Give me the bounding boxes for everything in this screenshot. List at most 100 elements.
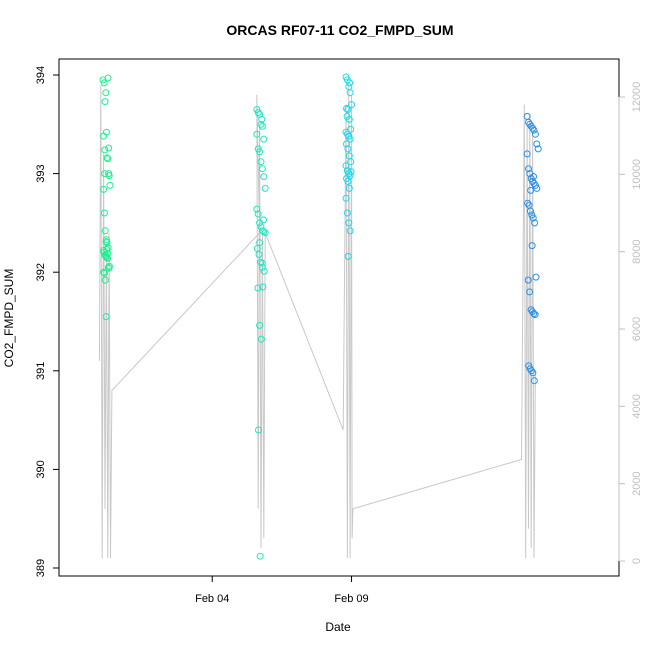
data-point-rf09 [348, 101, 355, 109]
gray-trace-line [98, 84, 536, 559]
data-point-rf10-11 [531, 219, 539, 227]
data-point-rf07 [102, 313, 110, 321]
data-point-rf07 [105, 262, 113, 270]
data-point-rf09 [344, 106, 352, 113]
right-tick-label: 6000 [631, 317, 643, 341]
data-point-rf10-11 [524, 199, 532, 207]
data-point-rf07 [100, 185, 108, 193]
data-point-rf09 [343, 105, 350, 112]
data-point-rf07 [103, 246, 111, 253]
data-point-rf10-11 [531, 311, 539, 319]
data-point-rf08 [258, 165, 266, 173]
data-point-rf08 [257, 120, 265, 128]
data-point-rf08 [257, 335, 265, 343]
data-point-rf10-11 [530, 126, 538, 134]
data-point-rf08 [260, 135, 268, 143]
data-point-rf07 [100, 209, 108, 217]
data-point-rf10-11 [531, 130, 539, 138]
data-point-rf10-11 [529, 214, 537, 222]
data-point-rf09 [346, 227, 354, 235]
data-point-rf07 [100, 268, 108, 276]
data-point-rf09 [344, 178, 352, 185]
data-point-rf10-11 [524, 276, 532, 284]
data-point-rf09 [346, 135, 354, 143]
data-point-rf08 [260, 228, 268, 236]
data-point-rf10-11 [526, 288, 534, 296]
x-axis-label: Date [325, 620, 351, 634]
data-point-rf08 [258, 263, 266, 271]
left-y-axis: 389 390 391 392 393 394 [35, 66, 60, 577]
data-point-rf08 [259, 283, 267, 291]
data-point-rf10-11 [525, 165, 532, 173]
data-point-rf09 [345, 219, 353, 227]
data-point-rf08 [255, 251, 263, 258]
data-point-rf07 [101, 170, 109, 178]
x-tick-label: Feb 09 [334, 593, 368, 605]
data-point-rf10-11 [533, 184, 541, 192]
data-point-rf08 [256, 148, 264, 156]
data-point-rf07 [106, 181, 114, 189]
data-point-rf08 [261, 184, 269, 192]
data-point-rf08 [260, 216, 267, 224]
data-point-rf08 [258, 115, 266, 123]
right-tick-label: 10000 [631, 159, 643, 190]
data-point-rf07 [104, 155, 112, 163]
x-tick-label: Feb 04 [195, 593, 229, 605]
data-point-rf09 [343, 140, 350, 148]
data-point-rf07 [104, 74, 112, 82]
data-point-rf07 [101, 276, 109, 284]
data-point-rf08 [258, 259, 266, 267]
left-tick-label: 390 [35, 460, 47, 478]
data-point-rf09 [345, 184, 353, 192]
data-point-rf07 [104, 250, 112, 257]
data-point-rf09 [343, 209, 351, 217]
data-point-rf07 [101, 146, 109, 154]
data-point-rf07 [103, 239, 111, 247]
right-tick-label: 4000 [631, 394, 643, 418]
data-point-rf08 [257, 158, 265, 166]
data-point-rf09 [344, 252, 352, 260]
right-y-axis: 0 2000 4000 6000 8000 10000 12000 [618, 82, 643, 564]
gray-trace-layer [98, 84, 536, 559]
data-point-rf07 [100, 269, 108, 277]
data-point-rf07 [100, 132, 108, 140]
data-point-rf10-11 [523, 150, 531, 158]
data-point-rf08 [257, 258, 265, 266]
data-point-rf07 [104, 263, 112, 271]
data-point-rf07 [103, 253, 111, 261]
right-tick-label: 2000 [631, 471, 643, 495]
data-point-rf07 [103, 154, 111, 162]
left-tick-label: 393 [35, 164, 47, 182]
data-point-rf10-11 [523, 112, 531, 120]
data-point-rf08 [254, 109, 262, 116]
y-axis-label: CO2_FMPD_SUM [2, 269, 16, 368]
data-point-rf08 [258, 122, 266, 130]
data-point-rf07 [102, 89, 110, 97]
data-point-rf10-11 [530, 377, 538, 385]
data-point-rf10-11 [527, 186, 535, 194]
data-point-rf09 [342, 194, 350, 202]
data-point-rf09 [344, 145, 352, 153]
data-point-rf08 [256, 239, 264, 247]
data-point-rf09 [346, 89, 354, 97]
data-point-rf10-11 [528, 242, 536, 250]
data-point-rf08 [261, 229, 269, 237]
data-point-rf07 [102, 236, 110, 244]
data-point-rf10-11 [532, 273, 540, 281]
right-tick-label: 12000 [631, 82, 643, 113]
data-point-rf07 [105, 172, 113, 180]
right-tick-label: 0 [631, 558, 643, 564]
data-point-rf07 [105, 144, 113, 152]
data-point-rf10-11 [530, 173, 537, 181]
left-tick-label: 394 [35, 66, 47, 84]
data-point-rf10-11 [534, 145, 542, 153]
data-point-rf08 [253, 205, 261, 213]
data-point-rf08 [254, 284, 262, 292]
data-point-rf10-11 [529, 369, 537, 377]
data-point-rf08 [255, 426, 262, 434]
data-point-rf10-11 [526, 207, 534, 215]
data-point-rf08 [260, 173, 268, 181]
data-point-rf09 [347, 168, 355, 176]
data-point-rf08 [256, 321, 264, 329]
